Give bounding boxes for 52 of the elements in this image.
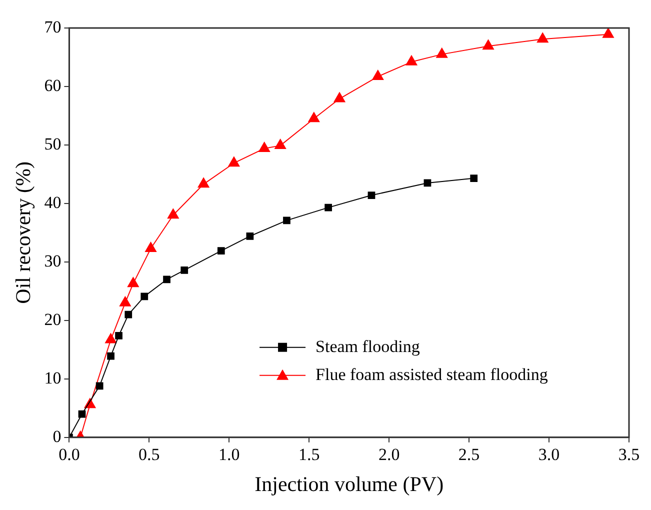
y-tick-label: 10 <box>44 368 62 388</box>
point <box>163 276 170 284</box>
point <box>115 332 122 340</box>
x-tick-label: 3.5 <box>618 445 640 464</box>
point <box>334 92 346 102</box>
point <box>167 208 179 219</box>
point <box>145 242 156 252</box>
point <box>180 266 188 274</box>
point <box>105 333 116 344</box>
point <box>482 40 494 50</box>
x-tick-label: 1.5 <box>298 445 320 464</box>
point <box>424 179 432 187</box>
point <box>124 310 132 318</box>
point <box>258 142 270 152</box>
x-tick-label: 2.5 <box>458 445 480 464</box>
y-tick-label: 40 <box>44 192 62 212</box>
point <box>602 28 614 38</box>
point <box>140 292 148 300</box>
point <box>228 156 240 167</box>
point <box>198 178 210 188</box>
point <box>127 277 139 288</box>
y-tick-label: 60 <box>44 76 62 95</box>
point <box>372 70 384 80</box>
x-tick-label: 0.5 <box>138 445 160 464</box>
point <box>119 296 131 306</box>
point <box>436 48 448 58</box>
legend-label: Flue foam assisted steam flooding <box>316 364 548 384</box>
x-tick-label: 2.0 <box>378 445 400 464</box>
point <box>107 352 114 360</box>
point <box>246 232 254 240</box>
point <box>217 247 225 255</box>
point <box>274 139 286 150</box>
x-axis-title: Injection volume (PV) <box>254 472 444 496</box>
y-tick-label: 0 <box>52 426 62 446</box>
point <box>78 410 86 418</box>
point <box>368 192 376 199</box>
x-tick-label: 0.0 <box>58 445 80 464</box>
x-tick-label: 1.0 <box>218 445 240 464</box>
y-axis-title: Oil recovery (%) <box>11 162 36 304</box>
legend-label: Steam flooding <box>316 336 420 356</box>
point <box>406 55 418 66</box>
point <box>96 382 104 390</box>
y-tick-label: 50 <box>44 134 62 154</box>
y-tick-label: 70 <box>44 17 62 36</box>
y-tick-label: 30 <box>44 251 62 270</box>
point <box>536 32 548 43</box>
point <box>283 216 290 224</box>
x-tick-label: 3.0 <box>538 445 560 464</box>
point <box>470 174 478 182</box>
point <box>324 204 332 212</box>
y-tick-label: 20 <box>44 310 62 329</box>
point <box>308 112 320 122</box>
